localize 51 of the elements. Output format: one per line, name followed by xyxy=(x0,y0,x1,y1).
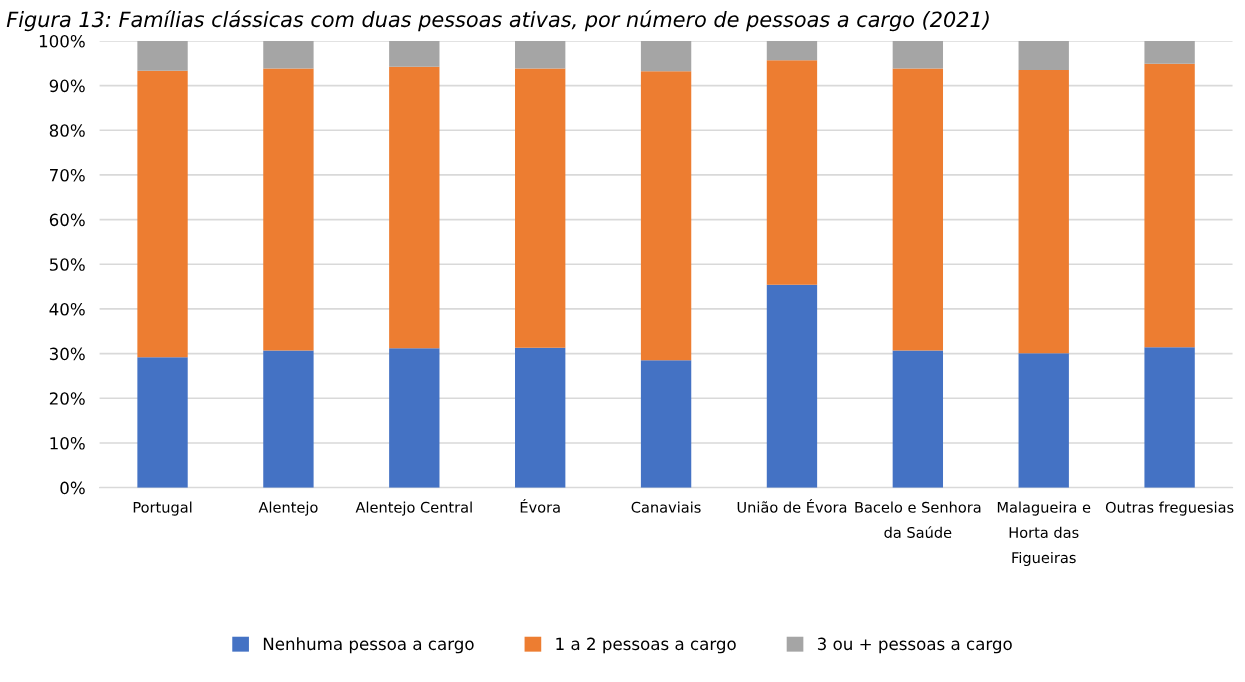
x-tick-label: Portugal xyxy=(133,501,192,516)
legend-label: 3 ou + pessoas a cargo xyxy=(817,637,1012,654)
y-tick-label: 20% xyxy=(49,392,85,405)
bar xyxy=(640,40,692,72)
bar xyxy=(1018,69,1069,354)
y-tick-label: 70% xyxy=(50,168,85,182)
y-tick-label: 80% xyxy=(49,124,85,137)
bar xyxy=(892,40,944,69)
bar xyxy=(389,348,440,488)
bar xyxy=(640,71,692,361)
x-tick-label: Malagueira e Horta das Figueiras xyxy=(997,501,1091,567)
y-tick-label: 10% xyxy=(50,436,85,450)
x-tick-label: Évora xyxy=(520,499,560,513)
y-tick-label: 30% xyxy=(49,347,85,361)
x-tick-label: Alentejo xyxy=(258,501,318,516)
x-tick-label: Alentejo Central xyxy=(355,501,472,516)
bar xyxy=(137,70,188,358)
y-tick-label: 40% xyxy=(49,302,85,316)
legend-label: 1 a 2 pessoas a cargo xyxy=(556,637,736,654)
bar xyxy=(1018,40,1069,70)
bar xyxy=(263,40,314,69)
x-tick-label: Outras freguesias xyxy=(1105,501,1234,516)
bar xyxy=(389,40,440,67)
bar xyxy=(766,60,818,285)
y-tick-label: 0% xyxy=(60,481,85,495)
bar xyxy=(766,284,818,488)
x-tick-label: Canaviais xyxy=(631,501,701,513)
bar xyxy=(1144,63,1195,348)
x-tick-label: União de Évora xyxy=(737,499,847,513)
bar xyxy=(892,68,944,351)
bar xyxy=(263,350,314,488)
bar xyxy=(892,350,944,488)
bar xyxy=(137,357,188,488)
bar xyxy=(389,66,440,349)
y-tick-label: 100% xyxy=(39,34,85,48)
bar xyxy=(1144,40,1195,64)
y-tick-label: 90% xyxy=(49,79,85,93)
bar xyxy=(263,68,314,351)
bar xyxy=(515,347,566,488)
bar xyxy=(1144,347,1195,488)
bar xyxy=(640,360,692,488)
x-tick-label: Bacelo e Senhora da Saúde xyxy=(855,501,981,538)
bar xyxy=(766,40,818,61)
bar xyxy=(515,68,566,348)
bar xyxy=(1018,353,1069,488)
y-tick-label: 60% xyxy=(49,213,85,227)
bar xyxy=(137,40,188,71)
chart-title: Figura 13: Famílias clássicas com duas pessoas ativas, por número de pessoas a cargo (2021) xyxy=(6,10,989,32)
legend-label: Nenhuma pessoa a cargo xyxy=(263,637,474,654)
y-tick-label: 50% xyxy=(49,258,85,271)
bar xyxy=(515,40,566,69)
